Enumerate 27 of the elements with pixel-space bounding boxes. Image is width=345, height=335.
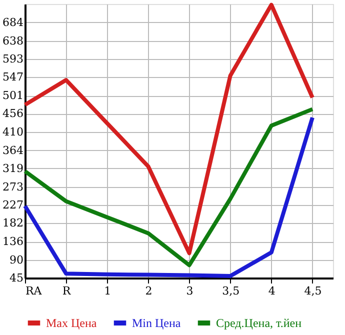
x-tick-label: 3 bbox=[186, 284, 194, 298]
y-tick-label: 410 bbox=[2, 126, 24, 138]
legend-label: Max Цена bbox=[46, 316, 98, 330]
line-series bbox=[23, 2, 314, 256]
x-tick-label: RA bbox=[26, 284, 43, 298]
legend-label: Min Цена bbox=[132, 316, 182, 330]
x-tick-label: 1 bbox=[104, 284, 112, 298]
y-tick-label: 90 bbox=[10, 254, 24, 266]
y-tick-label: 45 bbox=[10, 272, 24, 284]
legend-label: Сред.Цена, т.йен bbox=[216, 316, 302, 330]
x-tick-label: 4,5 bbox=[304, 284, 322, 298]
x-tick-label: R bbox=[62, 284, 72, 298]
y-tick-label: 136 bbox=[2, 235, 24, 248]
y-tick-label: 273 bbox=[2, 180, 24, 194]
y-tick-label: 547 bbox=[2, 70, 24, 84]
x-tick-label: 3,5 bbox=[222, 284, 240, 298]
y-tick-label: 593 bbox=[2, 52, 24, 66]
y-tick-label: 501 bbox=[2, 89, 24, 102]
x-tick-label: 4 bbox=[268, 284, 276, 298]
y-tick-label: 456 bbox=[2, 107, 24, 120]
y-tick-label: 182 bbox=[2, 216, 24, 230]
y-tick-label: 319 bbox=[2, 162, 24, 175]
y-tick-label: 227 bbox=[2, 198, 24, 212]
x-tick-label: 2 bbox=[145, 284, 152, 298]
y-tick-label: 364 bbox=[2, 144, 24, 157]
y-tick-label: 684 bbox=[2, 16, 24, 29]
y-tick-label: 638 bbox=[2, 34, 24, 48]
